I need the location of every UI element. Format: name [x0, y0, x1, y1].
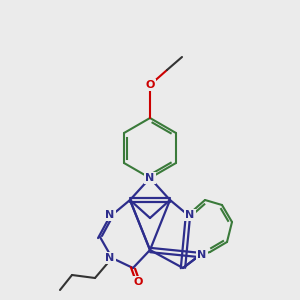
Text: N: N — [105, 253, 115, 263]
Text: O: O — [133, 277, 143, 287]
Text: N: N — [146, 173, 154, 183]
Text: O: O — [145, 80, 155, 90]
Text: N: N — [105, 210, 115, 220]
Text: N: N — [197, 250, 207, 260]
Text: N: N — [185, 210, 195, 220]
